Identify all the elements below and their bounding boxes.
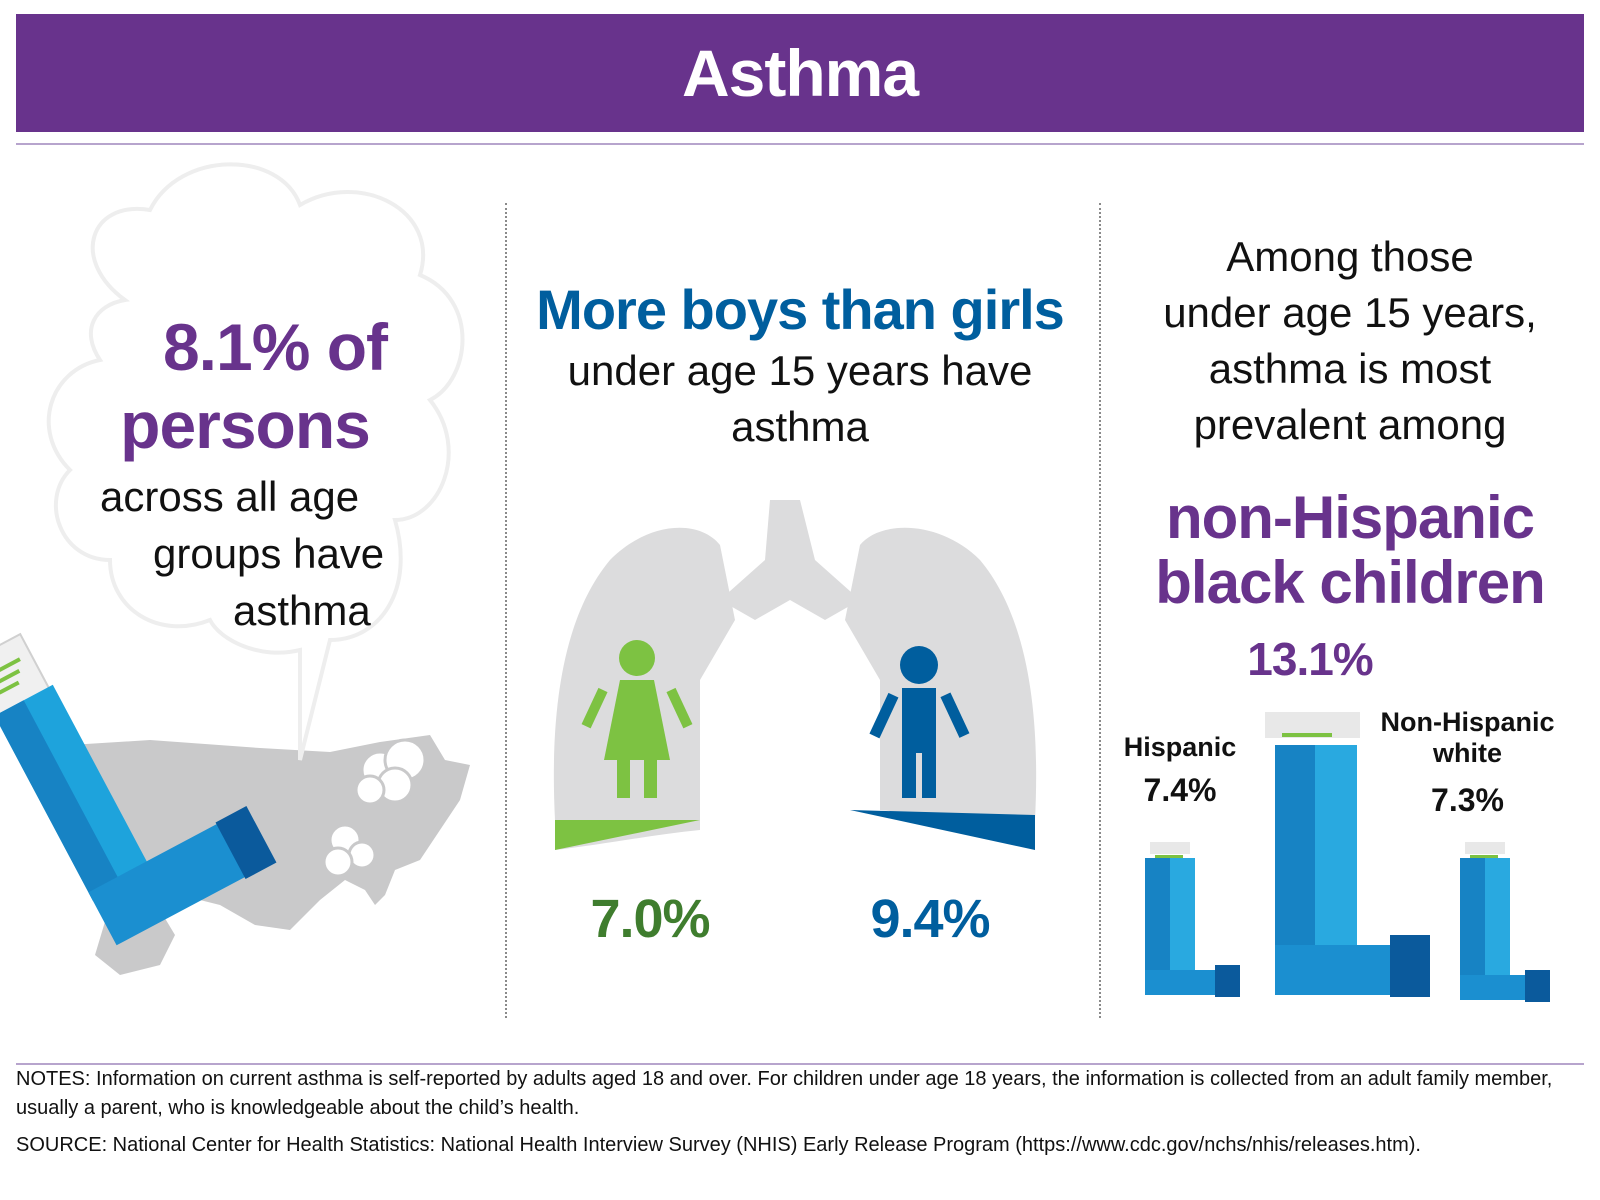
all-ages-headline-line2: persons — [120, 388, 371, 462]
race-highlight-line2: black children — [1155, 549, 1545, 616]
black-percent: 13.1% — [1247, 633, 1373, 685]
all-ages-text-line2: groups have — [153, 530, 385, 577]
column-divider-right — [1099, 203, 1101, 1018]
white-label: Non-Hispanic white — [1380, 707, 1555, 769]
boys-fill-bar — [850, 810, 1035, 850]
all-ages-text-line3: asthma — [233, 587, 371, 634]
sex-headline: More boys than girls — [536, 278, 1065, 341]
boys-percent: 9.4% — [870, 889, 990, 949]
inhaler-white-icon — [1460, 842, 1550, 1002]
all-ages-headline-line1: 8.1% of — [162, 310, 388, 384]
notes-paragraph: NOTES: Information on current asthma is … — [16, 1068, 1553, 1119]
sex-text-line1: under age 15 years have — [567, 347, 1033, 394]
title-banner: Asthma — [16, 14, 1584, 132]
race-text-line2: under age 15 years, — [1163, 289, 1537, 336]
girl-icon — [581, 640, 693, 798]
all-ages-text-line1: across all age — [100, 473, 360, 520]
white-label-line1: Non-Hispanic — [1380, 707, 1555, 737]
race-text-line1: Among those — [1226, 233, 1474, 280]
race-text-line3: asthma is most — [1208, 345, 1492, 392]
top-divider — [16, 143, 1584, 145]
speech-cloud-icon — [46, 162, 465, 761]
white-percent: 7.3% — [1431, 782, 1504, 818]
inhaler-icon — [0, 632, 277, 946]
girls-percent: 7.0% — [590, 889, 710, 949]
page-title: Asthma — [681, 36, 919, 110]
hispanic-label: Hispanic — [1123, 732, 1237, 762]
inhaler-hispanic-icon — [1145, 842, 1240, 997]
notes-text: NOTES: Information on current asthma is … — [16, 1065, 1584, 1123]
hispanic-percent: 7.4% — [1143, 772, 1217, 808]
boy-icon — [869, 646, 970, 798]
sex-text-line2: asthma — [731, 403, 869, 450]
inhaler-black-icon — [1265, 712, 1430, 997]
race-highlight-line1: non-Hispanic — [1165, 484, 1535, 551]
girls-fill-bar — [555, 820, 700, 850]
race-text-line4: prevalent among — [1193, 401, 1507, 448]
white-label-line2: white — [1432, 738, 1502, 769]
column-divider-left — [505, 203, 507, 1018]
source-text: SOURCE: National Center for Health Stati… — [16, 1134, 1421, 1156]
puff-cloud-icon — [322, 738, 427, 878]
bottom-divider — [16, 1063, 1584, 1065]
